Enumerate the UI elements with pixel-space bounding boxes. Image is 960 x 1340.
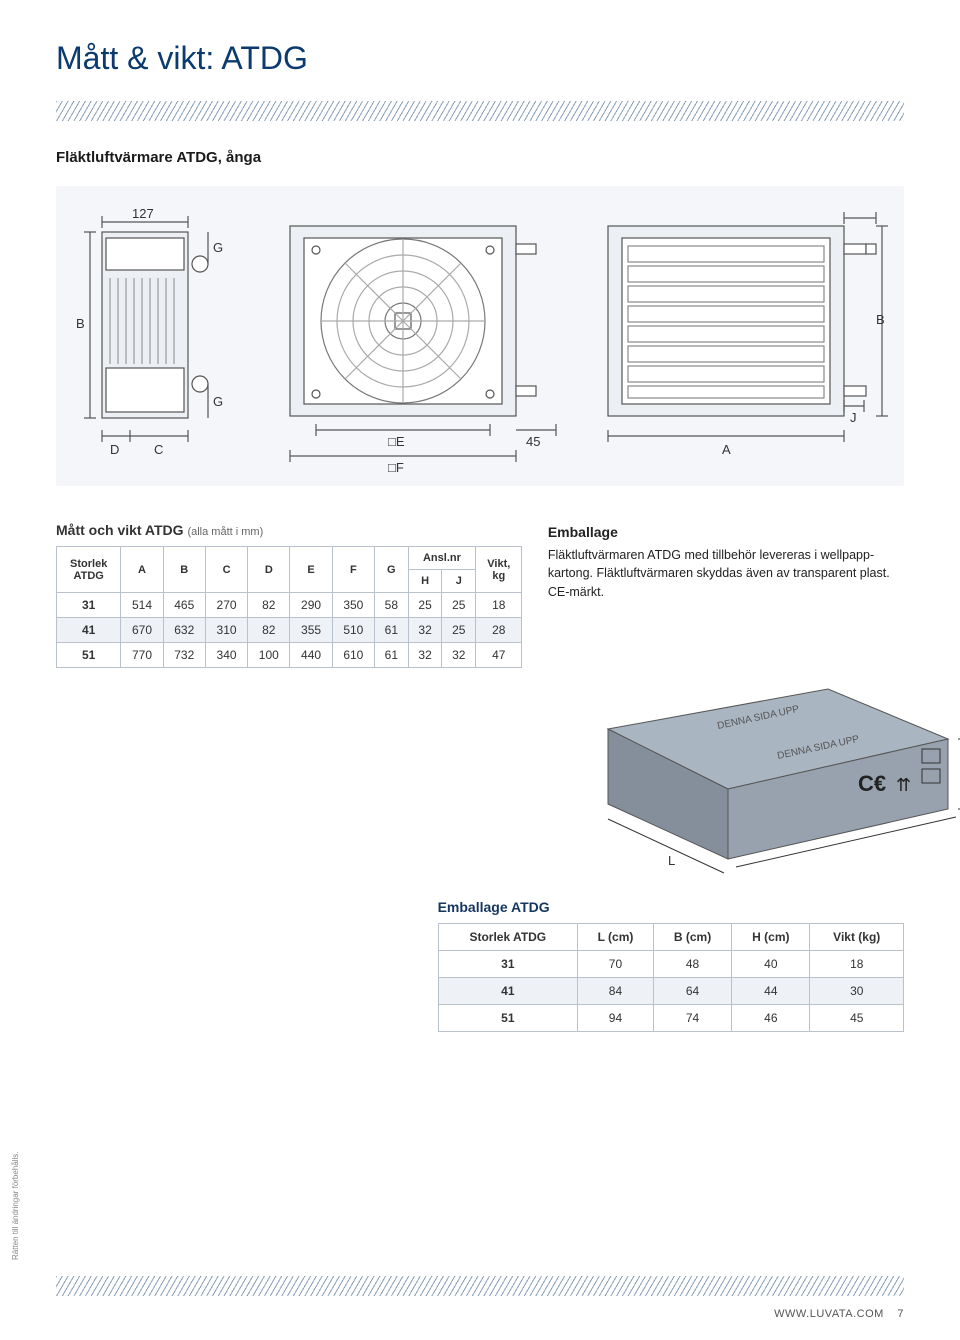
svg-text:B: B: [876, 312, 885, 327]
technical-drawings: 127 G G: [56, 186, 904, 486]
drawing-louver: H J B A: [580, 208, 890, 478]
table2-title: Emballage ATDG: [438, 899, 904, 915]
svg-text:A: A: [722, 442, 731, 457]
svg-text:H: H: [854, 208, 863, 211]
svg-text:L: L: [668, 853, 675, 868]
svg-text:⇈: ⇈: [896, 775, 911, 795]
table-row: 5177073234010044061061323247: [57, 643, 522, 668]
svg-text:D: D: [110, 442, 119, 457]
emballage-title: Emballage: [548, 522, 904, 542]
svg-text:C€: C€: [858, 771, 886, 796]
page-title: Mått & vikt: ATDG: [56, 40, 904, 77]
th-storlek: Storlek ATDG: [57, 547, 121, 593]
emballage-table: Storlek ATDG L (cm) B (cm) H (cm) Vikt (…: [438, 923, 904, 1032]
table-row: 416706323108235551061322528: [57, 618, 522, 643]
table-row: 4184644430: [438, 977, 903, 1004]
svg-text:□F: □F: [388, 460, 404, 475]
table-row: 3170484018: [438, 950, 903, 977]
svg-text:C: C: [154, 442, 163, 457]
drawing-front: □E □F 45: [260, 208, 560, 478]
table-row: 5194744645: [438, 1004, 903, 1031]
drawing-side: 127 G G: [70, 208, 240, 478]
table1-caption: Mått och vikt ATDG (alla mått i mm): [56, 522, 522, 538]
svg-text:J: J: [850, 410, 857, 425]
table-row: 315144652708229035058252518: [57, 593, 522, 618]
dimensions-table: Storlek ATDG A B C D E F G Ansl.nr Vikt,…: [56, 546, 522, 668]
divider-hatch: [56, 101, 904, 121]
svg-text:G: G: [213, 240, 223, 255]
svg-text:127: 127: [132, 208, 154, 221]
svg-text:G: G: [213, 394, 223, 409]
package-drawing: DENNA SIDA UPP DENNA SIDA UPP C€ ⇈ H B: [548, 629, 960, 879]
subtitle: Fläktluftvärmare ATDG, ånga: [56, 149, 904, 166]
footer-hatch: [56, 1276, 904, 1296]
emballage-body: Fläktluftvärmaren ATDG med tillbehör lev…: [548, 546, 904, 600]
side-note: Rätten till ändringar förbehålls.: [11, 1151, 20, 1260]
svg-text:45: 45: [526, 434, 540, 449]
svg-text:□E: □E: [388, 434, 405, 449]
svg-text:B: B: [76, 316, 85, 331]
footer-url: WWW.LUVATA.COM 7: [56, 1308, 904, 1320]
